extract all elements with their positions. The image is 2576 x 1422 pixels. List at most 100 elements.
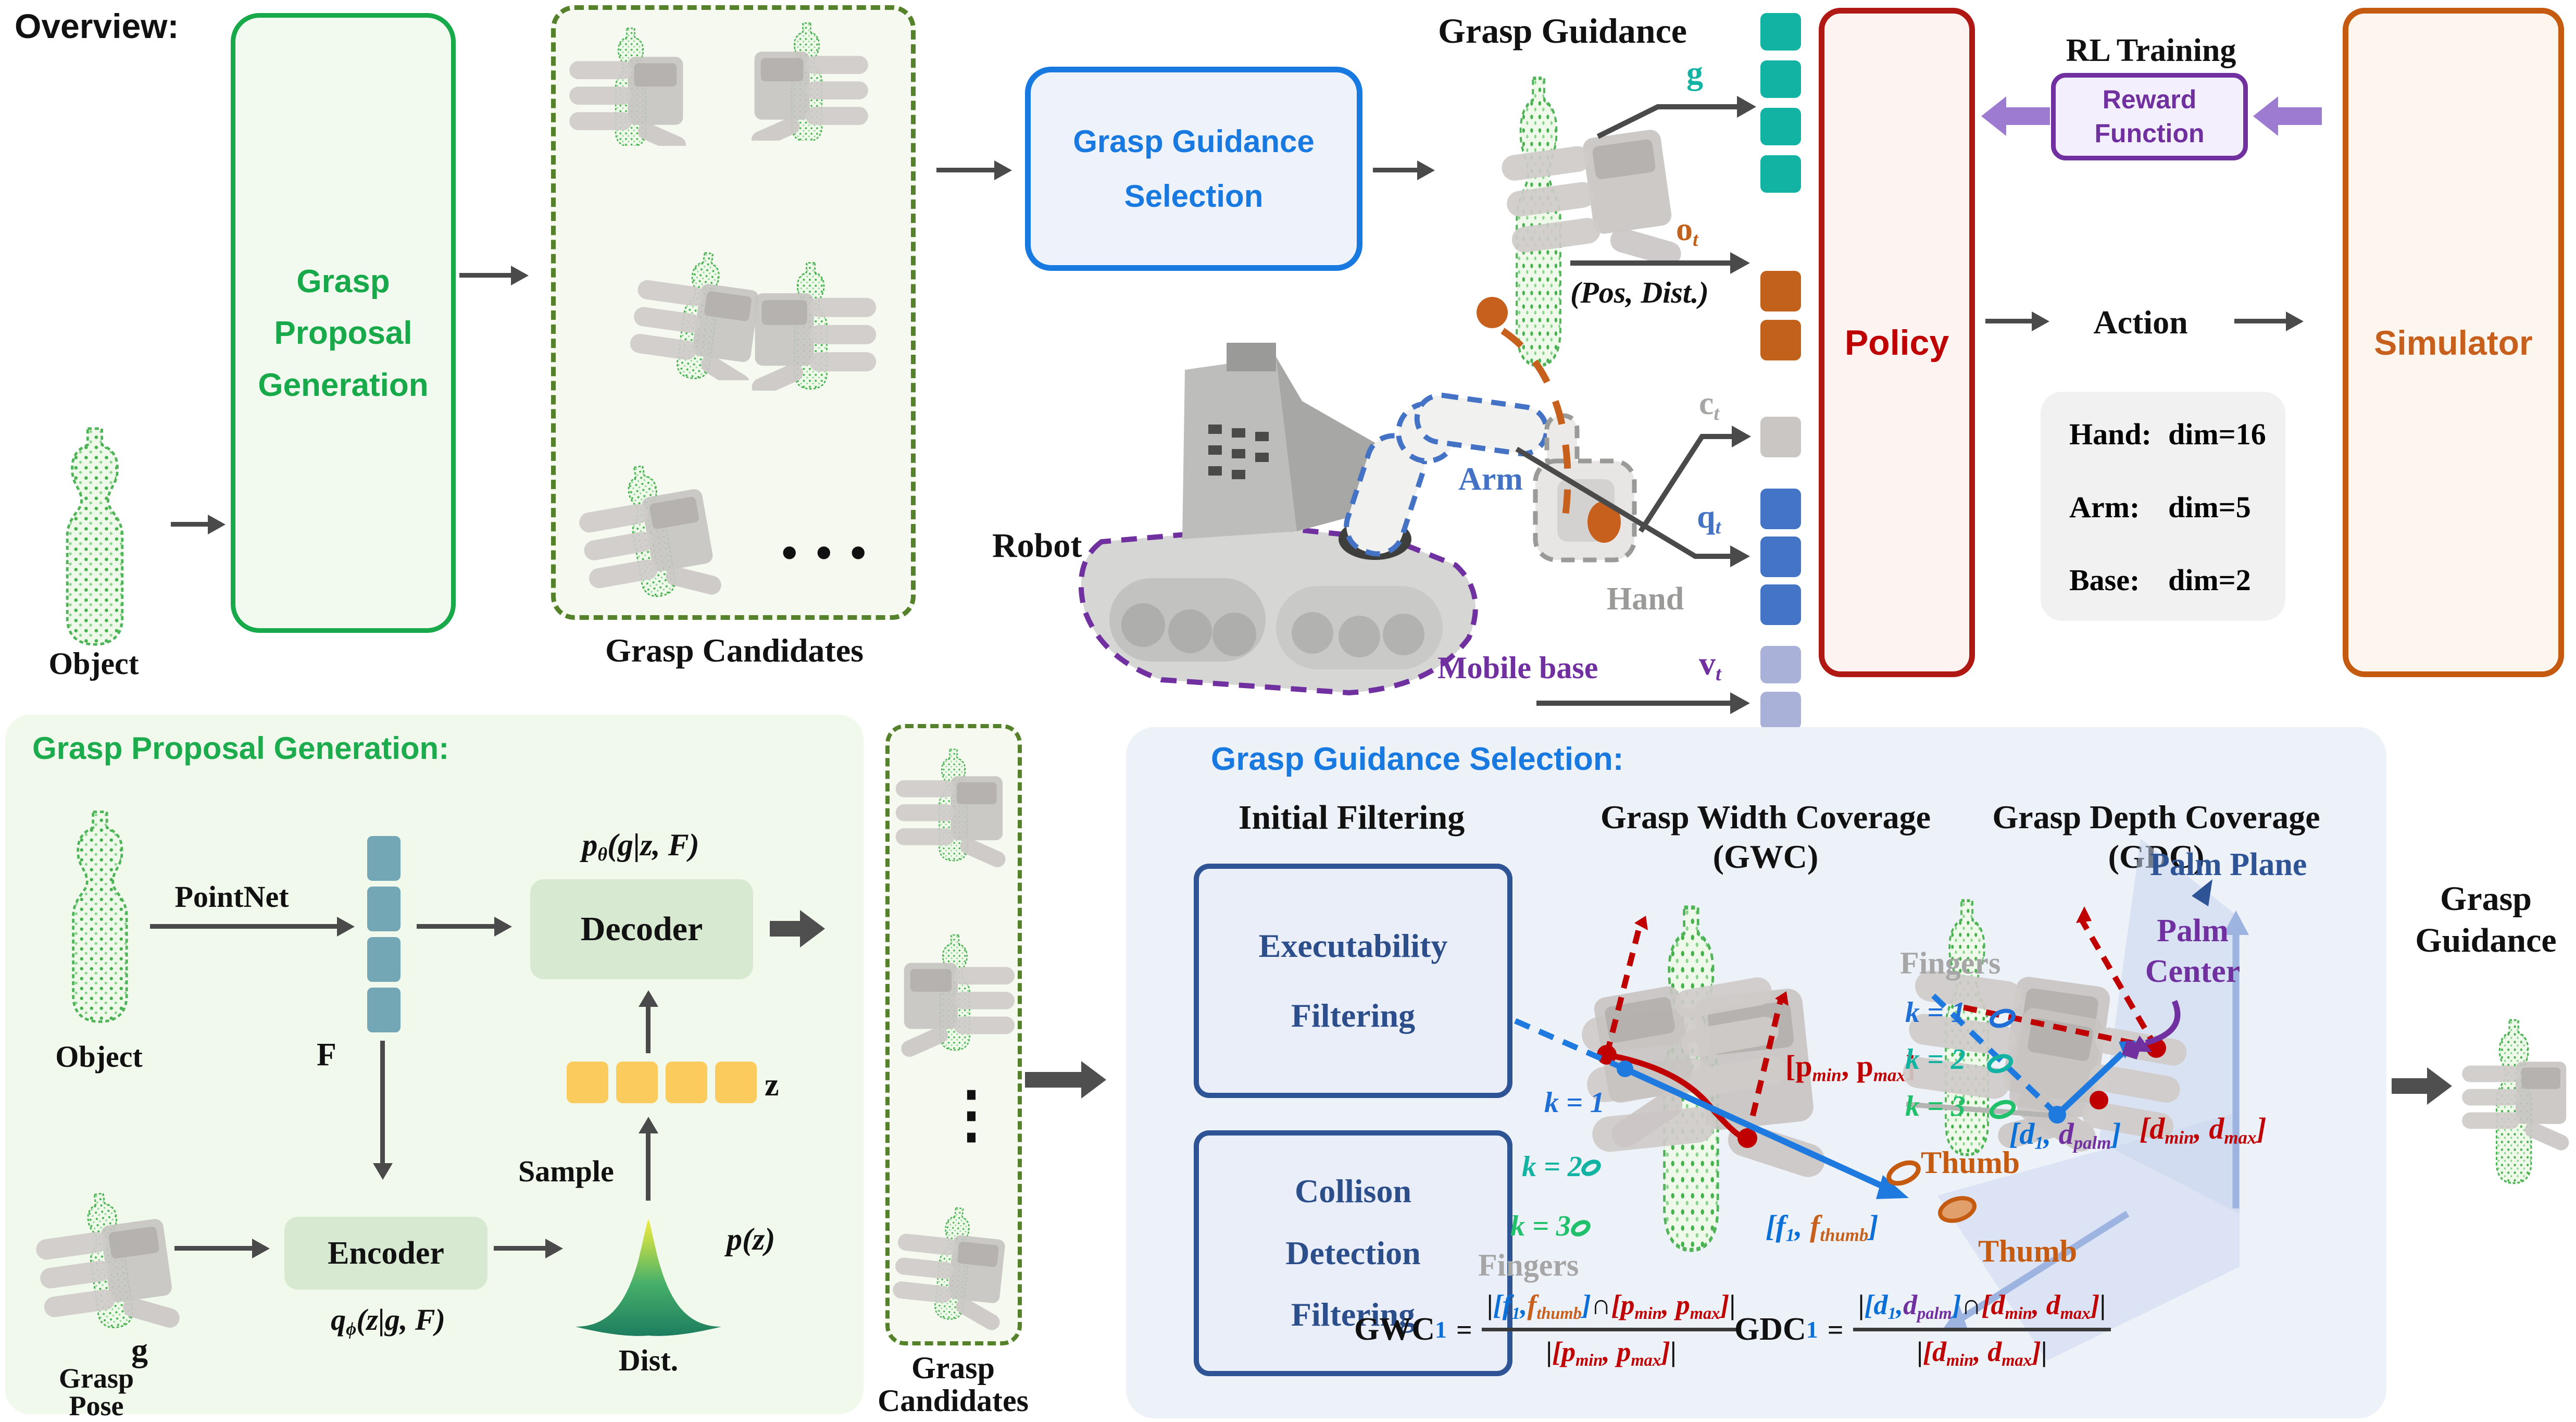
t: [f <box>1493 1289 1512 1320</box>
z-square-3 <box>666 1062 707 1103</box>
mobile-base-label: Mobile base <box>1437 651 1598 685</box>
q-square-1 <box>1760 489 1801 529</box>
fr-c: , <box>1795 1209 1810 1243</box>
dim-arm-label: Arm: <box>2069 490 2140 524</box>
ptheta-sub: θ <box>597 844 608 865</box>
d1-cl: ] <box>2111 1117 2121 1151</box>
rl-training-label: RL Training <box>2066 33 2236 68</box>
collision-box: Collison Detection Filtering <box>1194 1130 1512 1376</box>
arrow-candidates-to-ggs <box>936 168 995 172</box>
fr-s1: 1 <box>1785 1225 1795 1245</box>
gwc-title-line-2: (GWC) <box>1712 838 1819 875</box>
gdc-dmm-label: [dmin, dmax] <box>2140 1114 2267 1147</box>
gwc-db2: | <box>1670 1336 1677 1368</box>
qphi-sub: ϕ <box>346 1318 357 1339</box>
ggs-panel-title: Grasp Guidance Selection: <box>1211 741 1624 777</box>
t: min <box>1634 1304 1662 1324</box>
ggs-line-2: Selection <box>1124 179 1264 214</box>
encoder-box: Encoder <box>284 1217 487 1290</box>
fr-open: [f <box>1766 1209 1786 1243</box>
mid-label-line-2: Candidates <box>877 1383 1029 1418</box>
arrow-z-to-decoder <box>646 1006 651 1053</box>
dist-peak <box>576 1219 721 1336</box>
t: [d <box>1864 1289 1888 1320</box>
gwc-frange-label: [f1, fthumb] <box>1766 1211 1879 1245</box>
q-square-2 <box>1760 537 1801 577</box>
pr-s2: max <box>1873 1065 1906 1086</box>
gdc-db2: | <box>2041 1336 2047 1368</box>
o-square-1 <box>1760 271 1801 311</box>
gwc-k3-label: k = 3 <box>1510 1210 1571 1242</box>
qphi-q: q <box>331 1303 346 1337</box>
feature-label: F <box>317 1037 336 1072</box>
c-square-1 <box>1760 417 1801 457</box>
pr-open: [p <box>1785 1049 1812 1083</box>
gwc-fraction-bar <box>1481 1328 1741 1332</box>
robot-image <box>1078 343 1549 696</box>
ggs-box: Grasp Guidance Selection <box>1025 67 1362 271</box>
q-signal-sub: t <box>1715 516 1721 538</box>
g-square-4 <box>1760 155 1801 193</box>
feature-square-3 <box>367 937 401 982</box>
gdc-eq: = <box>1827 1314 1844 1345</box>
arrow-policy-to-action <box>1985 319 2032 323</box>
gdc-k3-label: k = 3 <box>1905 1090 1966 1122</box>
o-signal-text: o <box>1676 210 1693 247</box>
palm-center-line-1: Palm <box>2157 913 2229 949</box>
t: [d <box>1981 1289 2005 1320</box>
gdc-db1: | <box>1917 1336 1923 1368</box>
gwc-name: GWC <box>1354 1312 1435 1348</box>
d1-c: , <box>2043 1117 2059 1151</box>
ptheta-rest: (g|z, F) <box>607 828 699 862</box>
initial-filtering-label: Initial Filtering <box>1238 799 1465 837</box>
q-square-3 <box>1760 584 1801 625</box>
object-label: Object <box>48 646 139 681</box>
qphi-rest: (z|g, F) <box>356 1303 445 1337</box>
gdc-idx: 1 <box>1806 1316 1818 1343</box>
gwc-nb2: | <box>1729 1289 1736 1320</box>
t: ] <box>2031 1336 2041 1368</box>
mid-candidate-3 <box>892 1193 1017 1333</box>
policy-label: Policy <box>1844 322 1949 363</box>
dim-arm-value: dim=5 <box>2168 490 2251 524</box>
gdc-nb2: | <box>2099 1289 2106 1320</box>
dmm-open: [d <box>2140 1112 2165 1145</box>
encoder-label: Encoder <box>328 1235 444 1271</box>
pointnet-label: PointNet <box>174 880 289 914</box>
gpg-object-pointcloud <box>49 802 148 1031</box>
sample-label: Sample <box>518 1154 614 1188</box>
t: d <box>2046 1289 2060 1320</box>
gdc-fraction-bar <box>1853 1328 2111 1332</box>
pz-label: p(z) <box>727 1222 776 1256</box>
d1-s2: palm <box>2073 1132 2111 1153</box>
mid-vdots: ⋮ <box>940 1080 1003 1149</box>
t: max <box>2060 1304 2091 1324</box>
v-signal-sub: t <box>1716 663 1721 685</box>
o-signal-label: ot <box>1676 213 1698 250</box>
executability-box: Executability Filtering <box>1194 864 1512 1098</box>
reward-box: Reward Function <box>2051 73 2248 160</box>
t: 1 <box>1511 1304 1520 1324</box>
gpg-object-label: Object <box>55 1040 143 1074</box>
t: ] <box>1720 1289 1730 1320</box>
action-label: Action <box>2093 304 2188 341</box>
q-signal-text: q <box>1697 498 1716 535</box>
dim-base-value: dim=2 <box>2168 563 2251 597</box>
hand-label: Hand <box>1607 581 1684 617</box>
gwc-k1-label: k = 1 <box>1544 1087 1605 1119</box>
t: d <box>1987 1336 2002 1368</box>
grasp-pose-line-2: Pose <box>69 1390 124 1421</box>
pr-f2: p <box>1856 1049 1873 1083</box>
output-grasp-image <box>2462 1019 2572 1184</box>
fat-arrow-to-output <box>2392 1078 2428 1094</box>
arrow-pose-to-encoder <box>174 1246 253 1251</box>
t: ] <box>1952 1289 1961 1320</box>
robot-hand-image <box>1533 413 1637 563</box>
c-signal-label: ct <box>1699 386 1719 423</box>
coll-line-1: Collison <box>1294 1172 1412 1210</box>
t: [p <box>1552 1336 1576 1368</box>
gwc-title-line-1: Grasp Width Coverage <box>1600 799 1931 835</box>
gwc-nb1: | <box>1486 1289 1493 1320</box>
dmm-s2: max <box>2224 1127 2257 1148</box>
palm-plane-label: Palm Plane <box>2150 847 2307 882</box>
